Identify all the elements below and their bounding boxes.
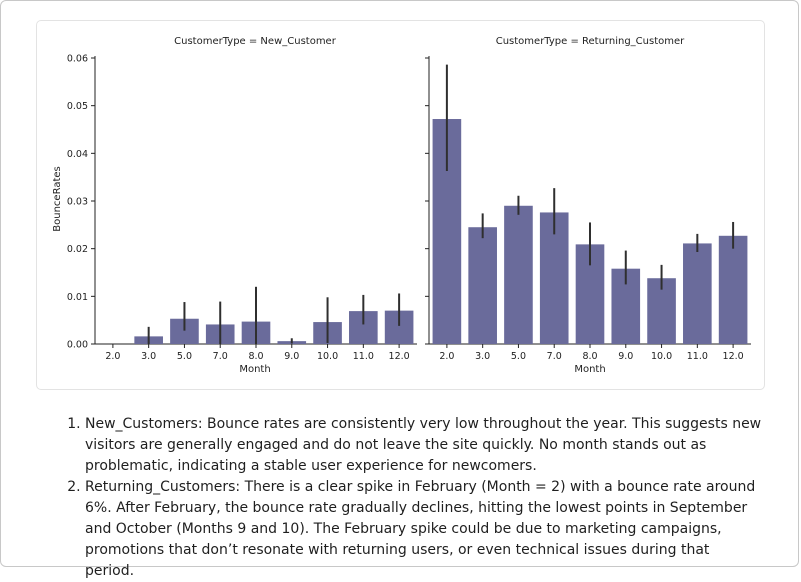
chart-card: CustomerType = New_Customer Month Bounce… <box>36 20 765 390</box>
page-frame <box>0 0 799 567</box>
x-tick-label: 12.0 <box>389 351 410 362</box>
x-tick-label: 7.0 <box>213 351 228 362</box>
y-tick-label: 0.01 <box>67 292 88 303</box>
bar <box>468 227 497 344</box>
x-tick-label: 5.0 <box>511 351 526 362</box>
y-tick-label: 0.00 <box>67 340 88 351</box>
chart-marks-layer: 0.00 0.01 0.02 0.03 0.04 0.05 0.06 2.0 3.0 5.0 7.0… <box>67 54 751 362</box>
x-tick-label: 8.0 <box>248 351 263 362</box>
panel-title-new-customer: CustomerType = New_Customer <box>174 36 337 47</box>
x-tick-label: 9.0 <box>618 351 633 362</box>
x-tick-label: 11.0 <box>353 351 374 362</box>
x-axis-label-returning-customer: Month <box>574 364 605 375</box>
bar <box>683 243 712 344</box>
x-axis-label-new-customer: Month <box>239 364 270 375</box>
y-tick-label: 0.06 <box>67 54 88 65</box>
x-tick-label: 2.0 <box>105 351 120 362</box>
notes-list: New_Customers: Bounce rates are consiste… <box>62 414 762 582</box>
bar <box>504 205 533 344</box>
y-axis-label: BounceRates <box>52 166 63 231</box>
x-tick-label: 9.0 <box>284 351 299 362</box>
panel-title-returning-customer: CustomerType = Returning_Customer <box>496 36 685 47</box>
bar-chart-figure: CustomerType = New_Customer Month Bounce… <box>52 36 751 375</box>
x-tick-label: 12.0 <box>723 351 744 362</box>
y-tick-label: 0.05 <box>67 101 88 112</box>
y-tick-label: 0.03 <box>67 197 88 208</box>
y-tick-label: 0.02 <box>67 244 88 255</box>
note-returning-customers: Returning_Customers: There is a clear sp… <box>85 477 762 582</box>
x-tick-label: 11.0 <box>687 351 708 362</box>
analysis-notes: New_Customers: Bounce rates are consiste… <box>62 414 762 582</box>
y-tick-label: 0.04 <box>67 149 88 160</box>
x-tick-label: 10.0 <box>651 351 672 362</box>
bar <box>718 235 748 344</box>
x-tick-label: 7.0 <box>547 351 562 362</box>
x-tick-label: 3.0 <box>141 351 156 362</box>
x-tick-label: 10.0 <box>317 351 338 362</box>
x-tick-label: 2.0 <box>439 351 454 362</box>
x-tick-label: 3.0 <box>475 351 490 362</box>
x-tick-label: 5.0 <box>177 351 192 362</box>
note-new-customers: New_Customers: Bounce rates are consiste… <box>85 414 762 477</box>
x-tick-label: 8.0 <box>582 351 597 362</box>
